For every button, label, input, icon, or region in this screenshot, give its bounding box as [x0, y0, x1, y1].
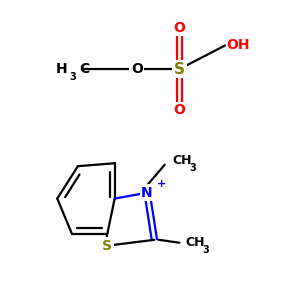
- Text: S: S: [102, 239, 112, 253]
- Text: O: O: [173, 103, 185, 117]
- Text: H: H: [56, 62, 68, 76]
- Text: S: S: [174, 61, 185, 76]
- Text: 3: 3: [202, 245, 209, 255]
- Text: 3: 3: [69, 72, 76, 82]
- Text: C: C: [79, 62, 90, 76]
- Text: +: +: [157, 179, 166, 190]
- Text: OH: OH: [226, 38, 250, 52]
- Text: 3: 3: [189, 163, 196, 173]
- Text: O: O: [173, 21, 185, 35]
- Text: O: O: [131, 62, 143, 76]
- Text: N: N: [141, 186, 153, 200]
- Text: CH: CH: [185, 236, 205, 249]
- Text: CH: CH: [172, 154, 192, 167]
